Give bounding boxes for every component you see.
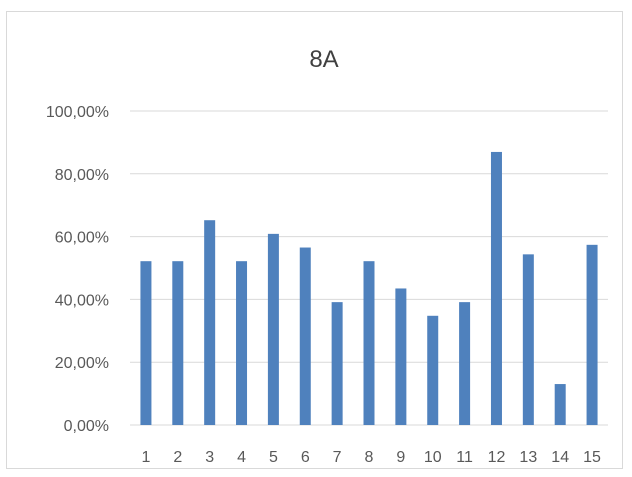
bar-4 [236,261,248,425]
x-tick-label: 1 [141,449,150,466]
bar-13 [522,254,534,425]
x-tick-label: 7 [333,449,342,466]
x-tick-label: 5 [269,449,278,466]
bar-5 [267,233,279,425]
x-tick-label: 8 [365,449,374,466]
y-axis-tick-labels: 0,00% 20,00% 40,00% 60,00% 80,00% 100,00% [46,104,109,435]
bar-6 [299,247,311,425]
y-tick-label: 80,00% [55,167,109,184]
x-axis-tick-labels: 1 2 3 4 5 6 7 8 9 10 11 12 13 14 15 [141,449,601,466]
chart-title: 8A [309,46,338,73]
x-tick-label: 3 [205,449,214,466]
bar-12 [490,151,502,425]
bar-11 [459,302,471,425]
bar-7 [331,302,343,425]
y-tick-label: 60,00% [55,230,109,247]
bars [140,151,598,425]
bar-1 [140,261,152,425]
x-tick-label: 12 [488,449,506,466]
x-tick-label: 15 [583,449,601,466]
x-tick-label: 6 [301,449,310,466]
bar-8 [363,261,375,425]
x-tick-label: 14 [551,449,569,466]
bar-14 [554,384,566,425]
x-tick-label: 13 [519,449,537,466]
chart-frame [6,11,623,469]
y-tick-label: 20,00% [55,355,109,372]
x-tick-label: 11 [456,449,473,466]
x-tick-label: 2 [173,449,182,466]
x-tick-label: 10 [424,449,442,466]
y-tick-label: 0,00% [64,418,109,435]
x-tick-label: 4 [237,449,246,466]
bar-10 [427,315,439,425]
x-tick-label: 9 [396,449,405,466]
bar-9 [395,288,407,425]
bar-15 [586,244,598,425]
bar-3 [204,220,216,425]
bar-2 [172,261,184,425]
y-tick-label: 100,00% [46,104,109,121]
y-tick-label: 40,00% [55,292,109,309]
